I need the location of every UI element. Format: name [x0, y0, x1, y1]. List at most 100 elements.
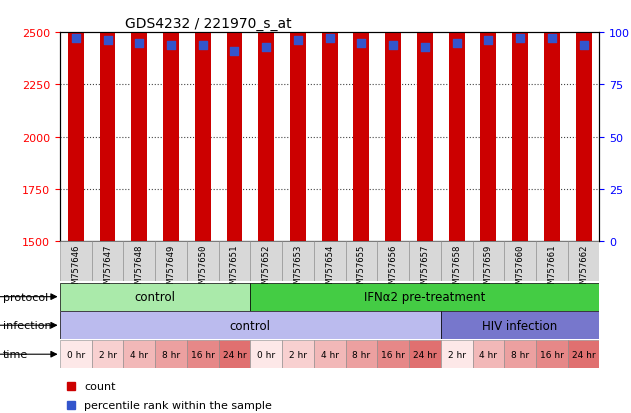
Text: IFNα2 pre-treatment: IFNα2 pre-treatment — [364, 290, 486, 304]
Text: 2 hr: 2 hr — [98, 350, 117, 359]
Bar — [386, 0, 401, 242]
Text: GSM757652: GSM757652 — [262, 244, 271, 292]
Text: 2 hr: 2 hr — [447, 350, 466, 359]
Point — [134, 40, 144, 47]
Point — [230, 48, 240, 55]
Bar — [60, 311, 441, 339]
Bar — [124, 340, 155, 368]
Text: 8 hr: 8 hr — [162, 350, 180, 359]
Bar — [377, 242, 409, 281]
Text: 4 hr: 4 hr — [130, 350, 148, 359]
Text: GSM757653: GSM757653 — [293, 244, 302, 292]
Bar — [441, 311, 599, 339]
Bar — [504, 340, 536, 368]
Text: GSM757659: GSM757659 — [484, 244, 493, 292]
Bar — [68, 0, 84, 242]
Bar — [417, 0, 433, 242]
Bar — [218, 242, 251, 281]
Bar — [346, 242, 377, 281]
Text: protocol: protocol — [3, 292, 49, 302]
Bar — [91, 340, 124, 368]
Bar — [544, 0, 560, 242]
Bar — [314, 242, 346, 281]
Bar — [377, 340, 409, 368]
Bar — [131, 0, 147, 242]
Bar — [218, 340, 251, 368]
Bar — [290, 0, 306, 242]
Bar — [473, 340, 504, 368]
Bar — [155, 340, 187, 368]
Bar — [251, 283, 599, 311]
Point — [483, 38, 493, 45]
Bar — [187, 340, 218, 368]
Bar — [346, 340, 377, 368]
Point — [198, 42, 208, 49]
Text: 16 hr: 16 hr — [191, 350, 215, 359]
Text: GSM757648: GSM757648 — [135, 244, 144, 292]
Text: 8 hr: 8 hr — [352, 350, 370, 359]
Text: GSM757646: GSM757646 — [71, 244, 80, 292]
Point — [452, 40, 462, 47]
Bar — [322, 0, 338, 242]
Bar — [409, 340, 441, 368]
Bar — [163, 0, 179, 242]
Point — [579, 42, 589, 49]
Text: GDS4232 / 221970_s_at: GDS4232 / 221970_s_at — [125, 17, 292, 31]
Text: GSM757650: GSM757650 — [198, 244, 207, 292]
Bar — [575, 0, 591, 242]
Bar — [314, 340, 346, 368]
Text: 0 hr: 0 hr — [67, 350, 85, 359]
Bar — [100, 0, 115, 242]
Bar — [251, 340, 282, 368]
Bar — [353, 0, 369, 242]
Bar — [258, 0, 274, 242]
Bar — [480, 0, 497, 242]
Text: HIV infection: HIV infection — [483, 319, 558, 332]
Point — [388, 42, 398, 49]
Text: 4 hr: 4 hr — [480, 350, 497, 359]
Bar — [512, 0, 528, 242]
Bar — [449, 0, 464, 242]
Bar — [91, 242, 124, 281]
Bar — [282, 242, 314, 281]
Bar — [282, 340, 314, 368]
Text: infection: infection — [3, 320, 52, 330]
Text: 16 hr: 16 hr — [540, 350, 563, 359]
Point — [324, 36, 334, 43]
Bar — [504, 242, 536, 281]
Bar — [568, 340, 599, 368]
Point — [71, 36, 81, 43]
Bar — [60, 283, 251, 311]
Text: GSM757651: GSM757651 — [230, 244, 239, 292]
Text: GSM757647: GSM757647 — [103, 244, 112, 292]
Point — [102, 38, 112, 45]
Text: 2 hr: 2 hr — [289, 350, 307, 359]
Point — [515, 36, 525, 43]
Text: time: time — [3, 349, 28, 359]
Text: GSM757654: GSM757654 — [325, 244, 334, 292]
Point — [547, 36, 557, 43]
Point — [293, 38, 303, 45]
Point — [357, 40, 367, 47]
Bar — [441, 242, 473, 281]
Bar — [155, 242, 187, 281]
Text: GSM757658: GSM757658 — [452, 244, 461, 292]
Bar — [536, 340, 568, 368]
Text: control: control — [230, 319, 271, 332]
Text: 0 hr: 0 hr — [257, 350, 275, 359]
Text: 8 hr: 8 hr — [511, 350, 529, 359]
Bar — [409, 242, 441, 281]
Text: percentile rank within the sample: percentile rank within the sample — [84, 400, 272, 410]
Point — [420, 44, 430, 51]
Bar — [568, 242, 599, 281]
Point — [261, 44, 271, 51]
Bar — [227, 0, 242, 242]
Bar — [251, 242, 282, 281]
Bar — [187, 242, 218, 281]
Text: 24 hr: 24 hr — [572, 350, 596, 359]
Text: 16 hr: 16 hr — [381, 350, 405, 359]
Text: GSM757662: GSM757662 — [579, 244, 588, 292]
Bar — [60, 340, 91, 368]
Text: GSM757655: GSM757655 — [357, 244, 366, 292]
Bar — [441, 340, 473, 368]
